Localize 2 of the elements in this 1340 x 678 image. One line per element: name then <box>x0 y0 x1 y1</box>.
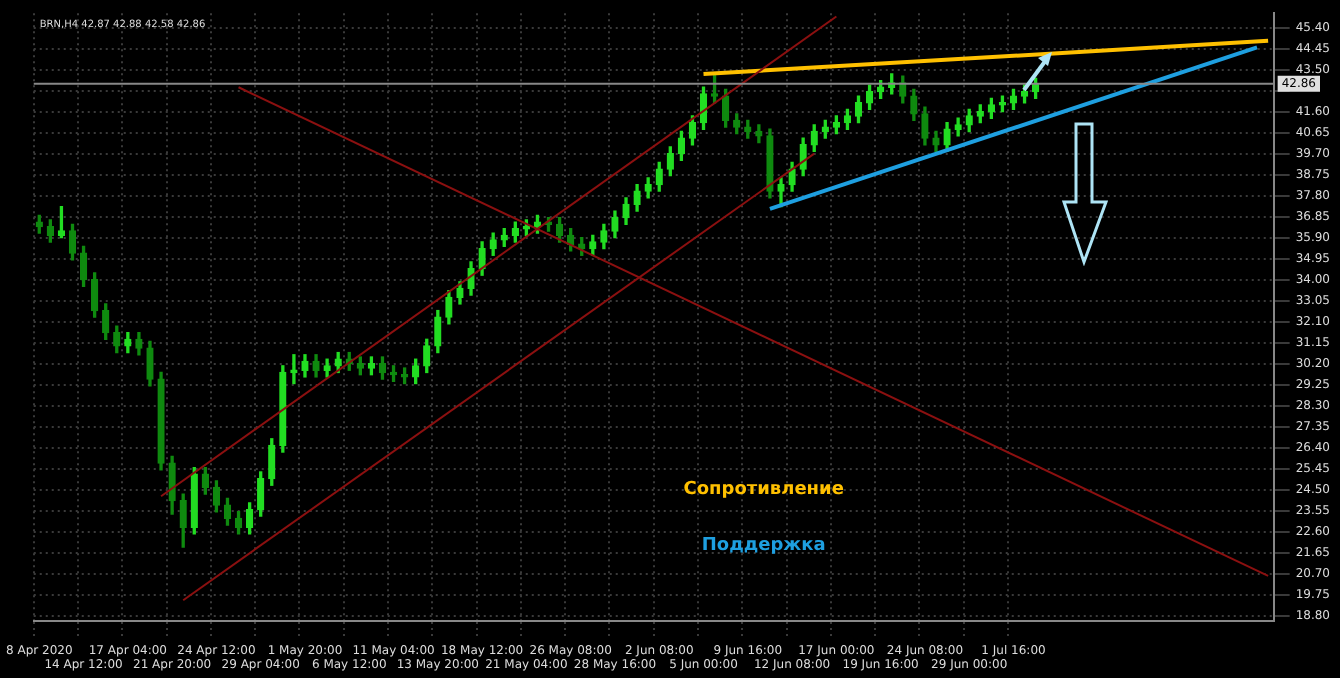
annotation: Поддержка <box>701 535 826 556</box>
annotation: Сопротивление <box>683 479 844 500</box>
